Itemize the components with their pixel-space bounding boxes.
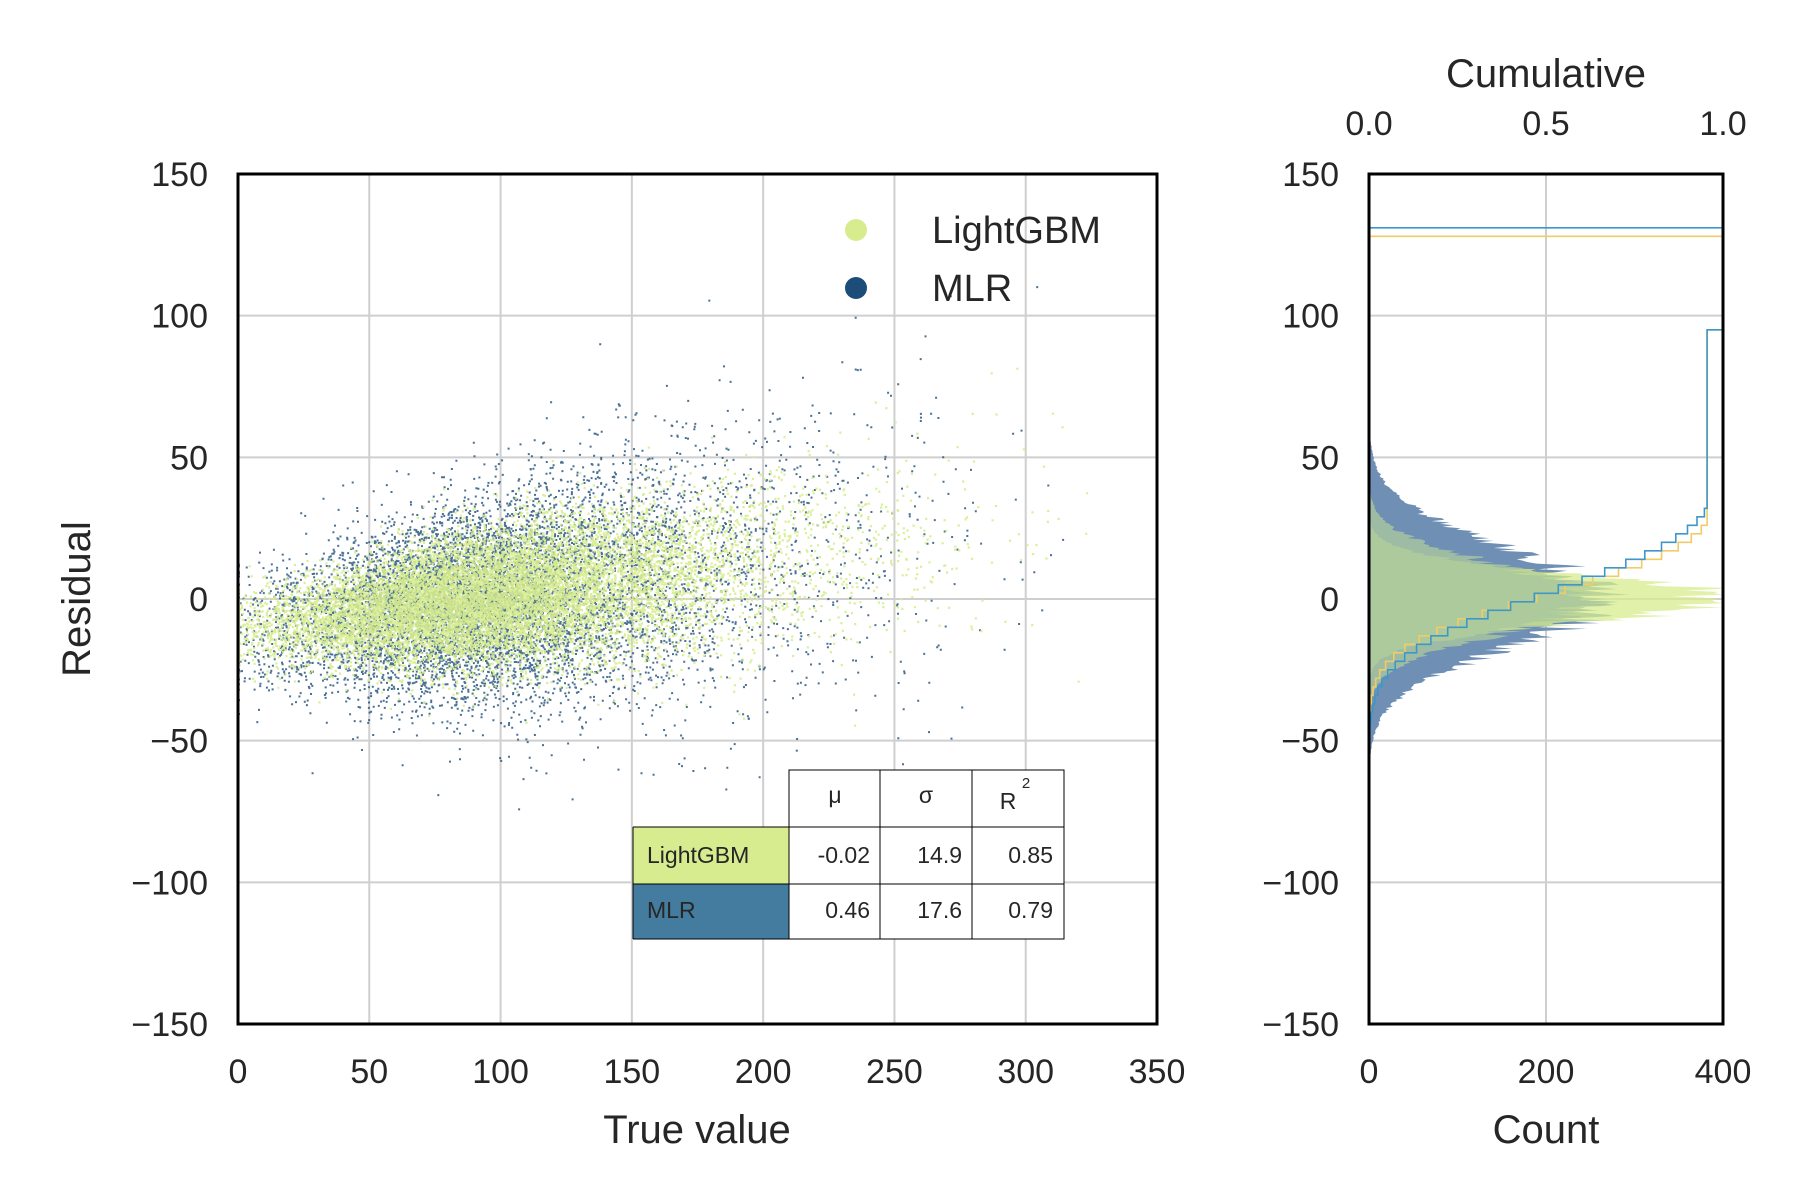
scatter-y-tick-label: 50 bbox=[170, 439, 208, 477]
scatter-x-tick-label: 50 bbox=[350, 1053, 388, 1091]
scatter-x-tick-label: 150 bbox=[603, 1053, 660, 1091]
histogram-top-tick-label: 0.0 bbox=[1345, 105, 1392, 143]
table-cell-mlr-mu: 0.46 bbox=[825, 897, 870, 923]
histogram-y-tick-label: 100 bbox=[1282, 298, 1339, 336]
histogram-x-label: Count bbox=[1493, 1108, 1600, 1152]
lightgbm-scatter-series bbox=[238, 367, 1089, 727]
scatter-x-tick-label: 300 bbox=[997, 1053, 1054, 1091]
mlr-cumulative-line bbox=[1368, 227, 1724, 756]
scatter-y-tick-label: 150 bbox=[151, 156, 208, 194]
histogram-x-tick-label: 0 bbox=[1360, 1053, 1379, 1091]
legend-marker-mlr bbox=[845, 277, 867, 299]
table-cell-lightgbm-mu: -0.02 bbox=[818, 842, 870, 868]
histogram-top-ticks: 0.0 0.5 1.0 bbox=[1345, 105, 1746, 143]
scatter-x-tick-label: 250 bbox=[866, 1053, 923, 1091]
scatter-y-tick-label: −100 bbox=[131, 864, 208, 902]
mlr-scatter-series bbox=[238, 286, 1065, 852]
scatter-frame bbox=[236, 172, 1159, 1026]
stats-table: μ σ R 2 LightGBM -0.02 14.9 0.85 MLR 0.4… bbox=[632, 769, 1065, 940]
histogram-frame bbox=[1367, 172, 1725, 1026]
histogram-y-ticks: 150 100 50 0 −50 −100 −150 bbox=[1262, 156, 1339, 1044]
scatter-y-tick-label: 100 bbox=[151, 298, 208, 336]
scatter-y-tick-label: 0 bbox=[189, 581, 208, 619]
table-header-r: R bbox=[1000, 788, 1017, 814]
scatter-x-tick-label: 200 bbox=[735, 1053, 792, 1091]
table-cell-lightgbm-sigma: 14.9 bbox=[917, 842, 962, 868]
histogram-top-tick-label: 1.0 bbox=[1699, 105, 1746, 143]
histogram-y-tick-label: −50 bbox=[1281, 723, 1339, 761]
table-row-label-mlr: MLR bbox=[647, 897, 696, 923]
s-points-lgb-points bbox=[238, 367, 1089, 727]
histogram-x-tick-label: 400 bbox=[1695, 1053, 1752, 1091]
table-header-r-superscript: 2 bbox=[1022, 775, 1030, 792]
scatter-panel: 0 50 100 150 200 250 300 350 150 100 50 0 −50 −100 −1… bbox=[55, 156, 1185, 1152]
table-body bbox=[788, 769, 1065, 940]
histogram-y-tick-label: −150 bbox=[1262, 1006, 1339, 1044]
scatter-y-ticks: 150 100 50 0 −50 −100 −150 bbox=[131, 156, 208, 1044]
histogram-y-tick-label: 50 bbox=[1301, 439, 1339, 477]
legend-marker-lightgbm bbox=[845, 219, 867, 241]
histogram-y-tick-label: −100 bbox=[1262, 864, 1339, 902]
histogram-top-label: Cumulative bbox=[1446, 52, 1646, 96]
table-header-sigma: σ bbox=[919, 782, 933, 808]
table-cell-mlr-sigma: 17.6 bbox=[917, 897, 962, 923]
histogram-y-tick-label: 0 bbox=[1320, 581, 1339, 619]
histogram-overlap bbox=[1369, 429, 1617, 769]
histogram-top-tick-label: 0.5 bbox=[1522, 105, 1569, 143]
scatter-legend: LightGBM MLR bbox=[845, 210, 1101, 310]
scatter-x-tick-label: 100 bbox=[472, 1053, 529, 1091]
scatter-x-tick-label: 350 bbox=[1129, 1053, 1186, 1091]
scatter-y-label: Residual bbox=[55, 521, 99, 677]
table-cell-mlr-r2: 0.79 bbox=[1008, 897, 1053, 923]
scatter-x-label: True value bbox=[603, 1108, 791, 1152]
histogram-x-tick-label: 200 bbox=[1518, 1053, 1575, 1091]
table-row-label-lightgbm: LightGBM bbox=[647, 842, 749, 868]
table-header-mu: μ bbox=[828, 782, 841, 808]
scatter-x-ticks: 0 50 100 150 200 250 300 350 bbox=[229, 1053, 1186, 1091]
scatter-y-tick-label: −50 bbox=[150, 723, 208, 761]
legend-label-lightgbm: LightGBM bbox=[932, 210, 1101, 252]
histogram-y-tick-label: 150 bbox=[1282, 156, 1339, 194]
histogram-x-ticks: 0 200 400 bbox=[1360, 1053, 1752, 1091]
histogram-panel: 0 200 400 150 100 50 0 −50 −100 −150 0.0 0.5 1.0 C… bbox=[1262, 52, 1751, 1152]
scatter-x-tick-label: 0 bbox=[229, 1053, 248, 1091]
legend-label-mlr: MLR bbox=[932, 268, 1012, 310]
table-cell-lightgbm-r2: 0.85 bbox=[1008, 842, 1053, 868]
scatter-y-tick-label: −150 bbox=[131, 1006, 208, 1044]
s-points-mlr-points bbox=[238, 286, 1065, 852]
table-row-label-bg-lightgbm bbox=[633, 827, 789, 884]
table-row-label-bg-mlr bbox=[633, 884, 789, 939]
